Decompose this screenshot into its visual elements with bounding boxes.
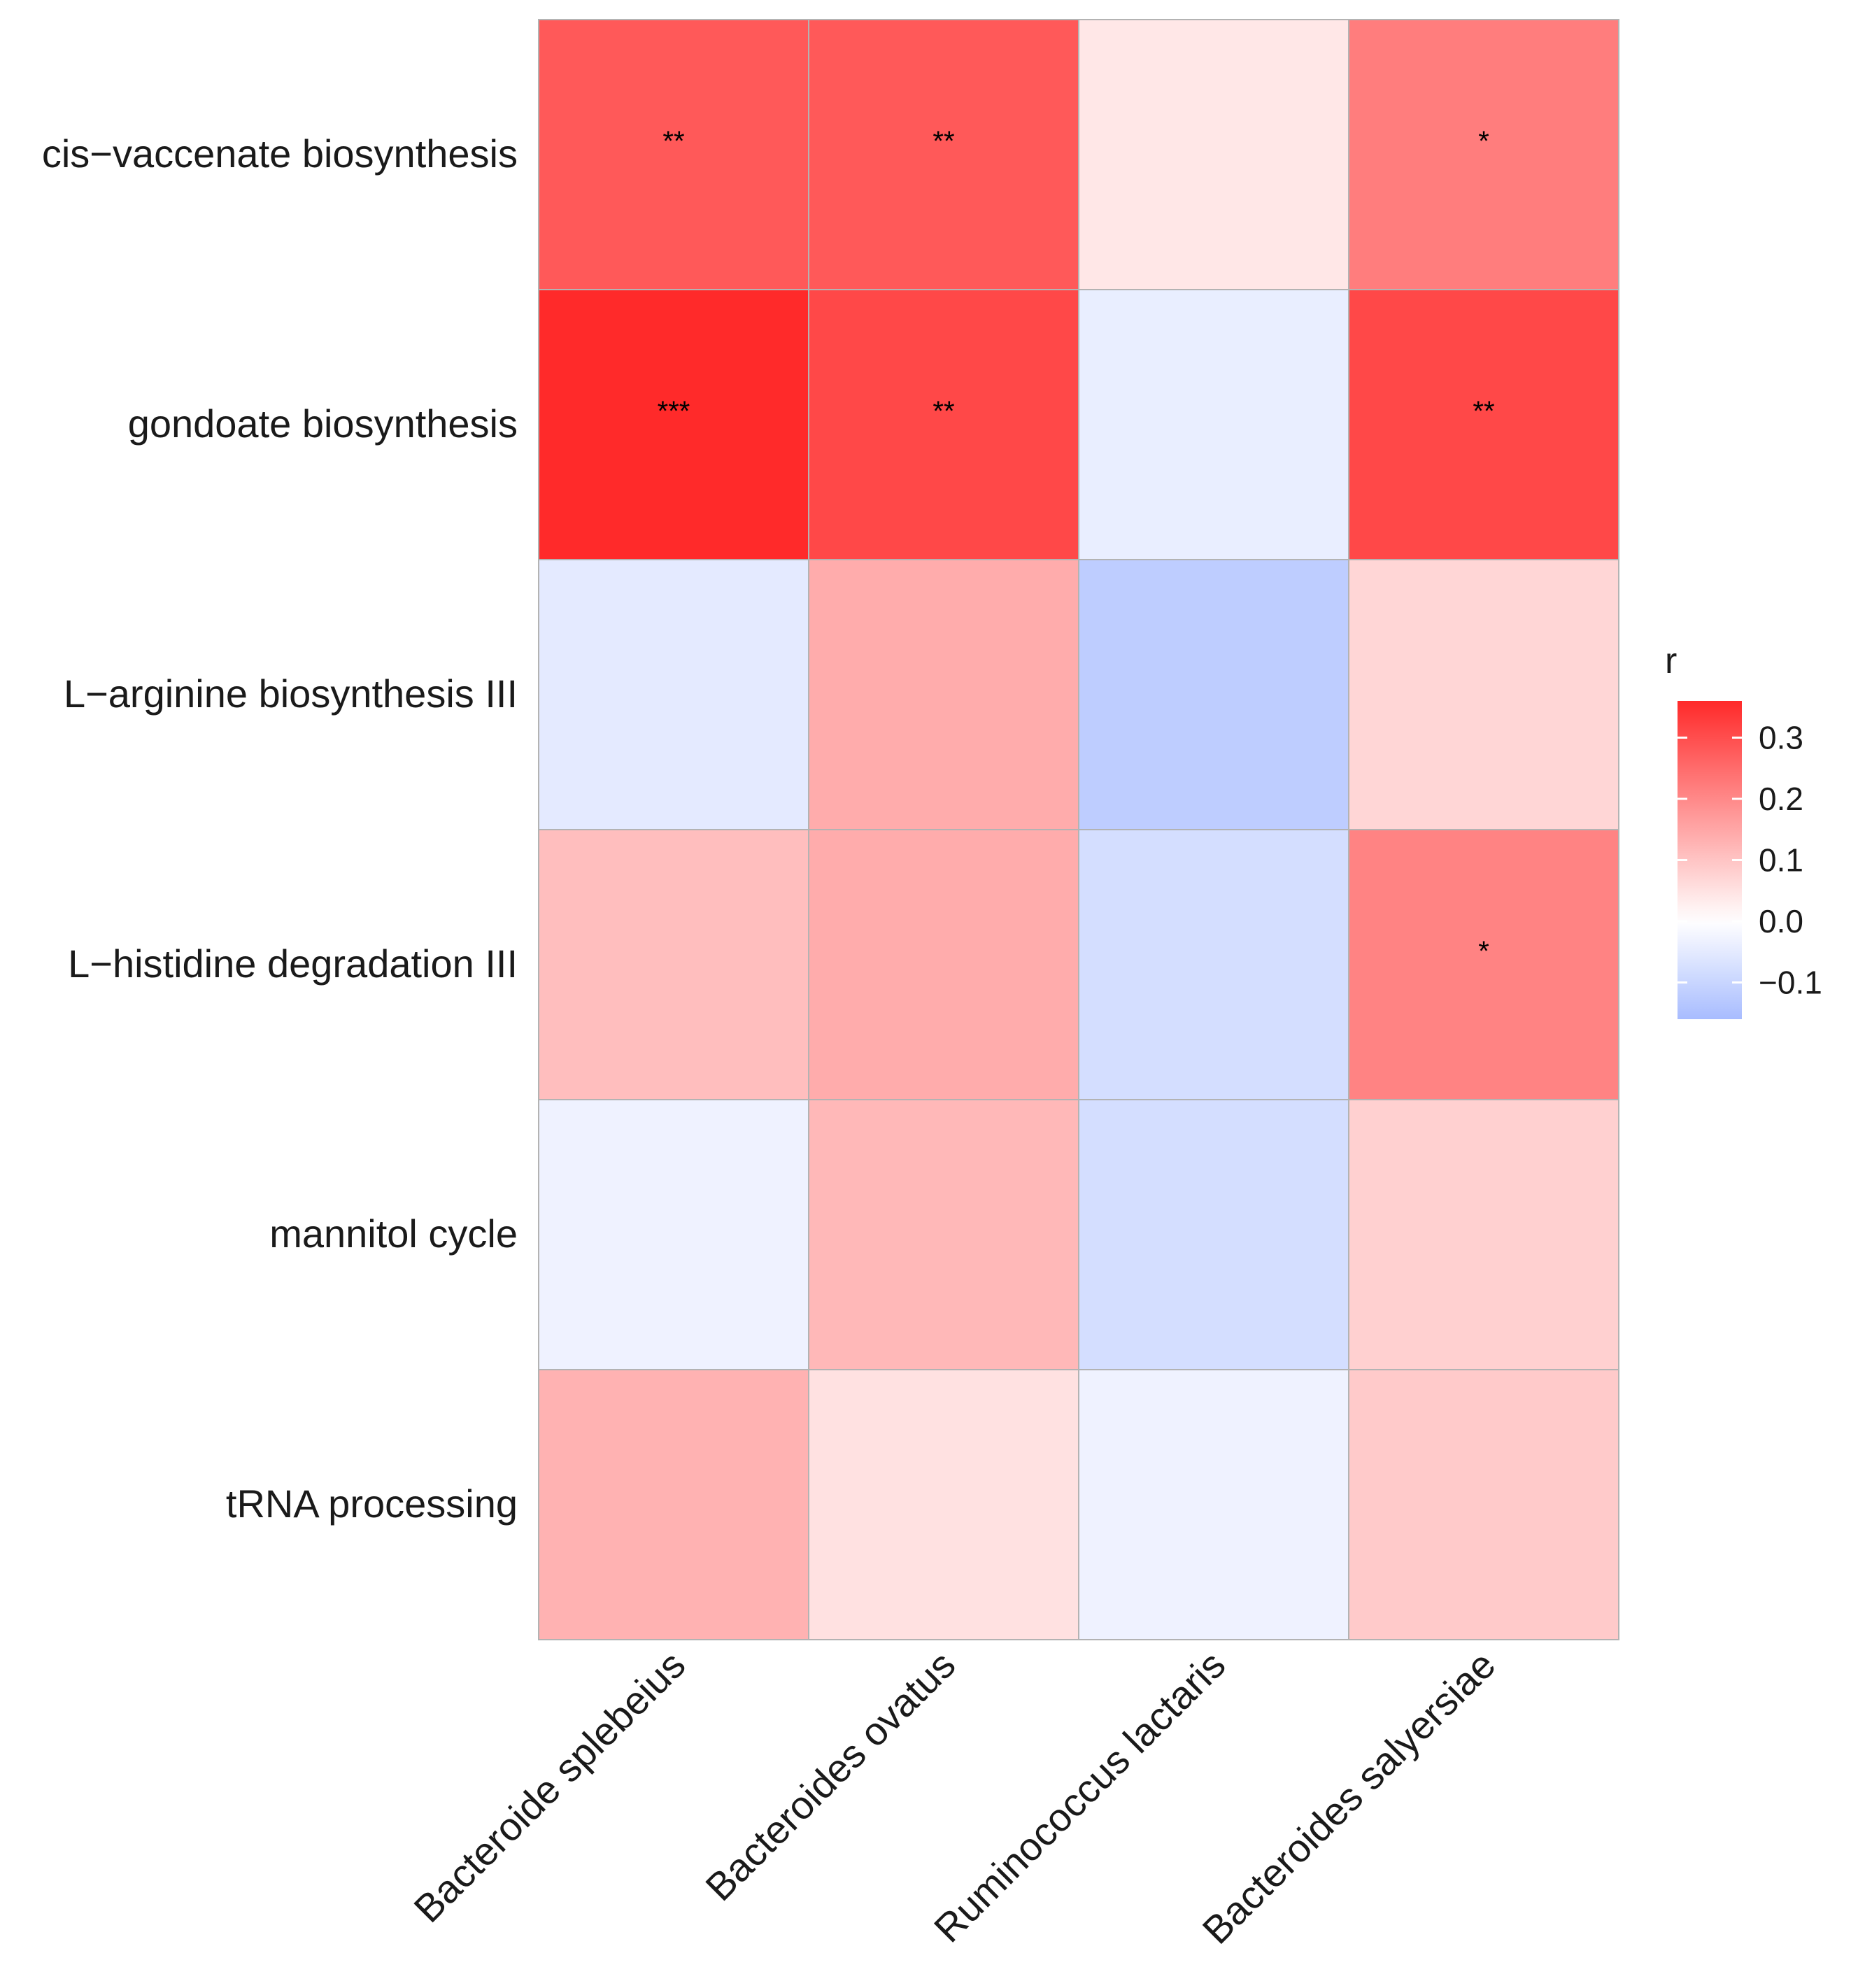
heatmap-cell: [538, 289, 809, 560]
legend-colorbar: [1678, 701, 1742, 1019]
heatmap-cell: [1078, 559, 1349, 830]
significance-marker: ***: [658, 396, 690, 427]
significance-marker: *: [1478, 126, 1489, 157]
row-labels: cis−vaccenate biosynthesis gondoate biosy…: [42, 132, 518, 1526]
heatmap-cell: [1078, 1099, 1349, 1370]
row-label: mannitol cycle: [269, 1212, 518, 1256]
heatmap-cell: [1078, 1369, 1349, 1640]
row-label: L−histidine degradation III: [68, 942, 518, 986]
heatmap-cell: [538, 1099, 809, 1370]
heatmap-cell: [1078, 829, 1349, 1100]
significance-marker: **: [932, 396, 954, 427]
heatmap-cell: [808, 19, 1079, 290]
legend-tick-label: 0.2: [1759, 781, 1803, 817]
heatmap-cell: [1348, 1099, 1619, 1370]
column-label: Bacteroides ovatus: [697, 1642, 963, 1909]
legend-tick-label: 0.3: [1759, 720, 1803, 756]
heatmap-cell: [1078, 289, 1349, 560]
heatmap-cell: [1348, 289, 1619, 560]
heatmap-cell: [1348, 19, 1619, 290]
heatmap-cells: [538, 19, 1619, 1640]
row-label: tRNA processing: [226, 1482, 518, 1526]
significance-marker: **: [662, 126, 684, 157]
color-legend: r 0.3 0.2 0.1 0.0 −0.1: [1665, 641, 1822, 1019]
heatmap-cell: [1348, 1369, 1619, 1640]
row-label: L−arginine biosynthesis III: [64, 672, 518, 716]
heatmap-cell: [808, 289, 1079, 560]
column-label: Bacteroide splebeius: [405, 1642, 693, 1931]
heatmap-cell: [538, 1369, 809, 1640]
legend-tick-label: 0.0: [1759, 903, 1803, 939]
row-label: gondoate biosynthesis: [128, 402, 518, 446]
heatmap-cell: [1348, 829, 1619, 1100]
row-label: cis−vaccenate biosynthesis: [42, 132, 518, 176]
legend-tick-label: 0.1: [1759, 842, 1803, 879]
legend-ticks: 0.3 0.2 0.1 0.0 −0.1: [1678, 720, 1822, 1001]
heatmap-cell: [538, 559, 809, 830]
significance-markers: ** ** **** ** ***: [658, 126, 1495, 967]
heatmap-cell: [538, 19, 809, 290]
heatmap-cell: [808, 559, 1079, 830]
heatmap-cell: [808, 1099, 1079, 1370]
heatmap-cell: [808, 829, 1079, 1100]
heatmap-cell: [538, 829, 809, 1100]
heatmap-cell: [808, 1369, 1079, 1640]
column-label: Ruminococcus lactaris: [926, 1642, 1234, 1951]
significance-marker: *: [1478, 936, 1489, 967]
column-labels: Bacteroide splebeius Bacteroides ovatusRu…: [405, 1642, 1503, 1952]
heatmap-cell: [1348, 559, 1619, 830]
significance-marker: **: [932, 126, 954, 157]
significance-marker: **: [1473, 396, 1494, 427]
legend-title: r: [1665, 641, 1677, 681]
column-label: Bacteroides salyersiae: [1194, 1642, 1504, 1952]
heatmap-cell: [1078, 19, 1349, 290]
legend-tick-label: −0.1: [1759, 965, 1822, 1001]
